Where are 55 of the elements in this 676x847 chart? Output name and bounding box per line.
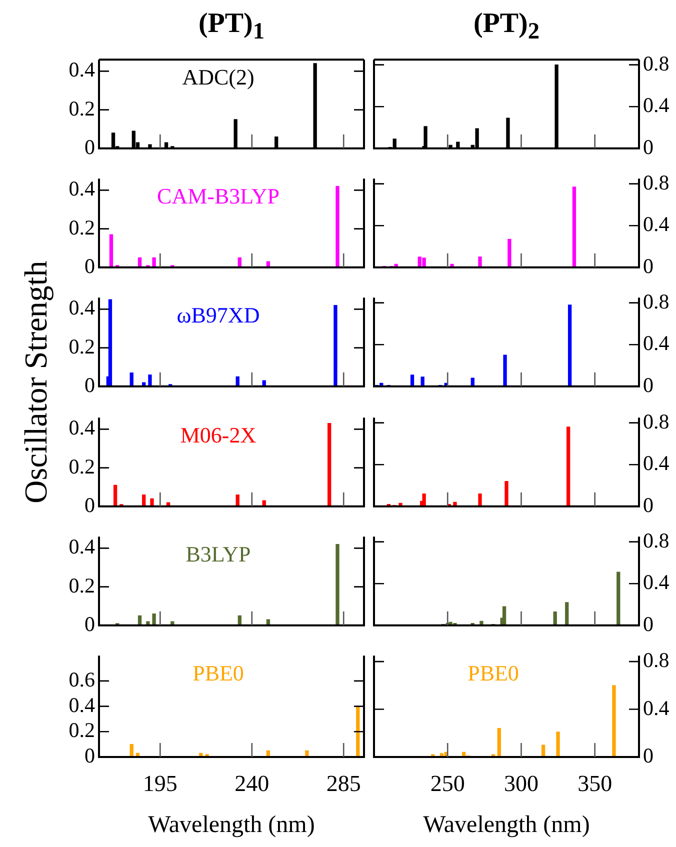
series-label: ADC(2) xyxy=(182,64,254,90)
y-tick-label: 0.4 xyxy=(68,58,96,82)
x-tick-label: 250 xyxy=(430,770,465,796)
y-tick-label: 0.4 xyxy=(643,93,670,118)
y-tick-label: 0.8 xyxy=(643,170,670,195)
y-tick-label: 0.4 xyxy=(68,415,96,440)
x-axis-title: Wavelength (nm) xyxy=(147,812,316,839)
y-tick-label: 0.8 xyxy=(643,51,670,76)
y-tick-label: 0.2 xyxy=(68,718,95,742)
y-tick-label: 0.4 xyxy=(68,176,96,201)
y-tick-label: 0 xyxy=(84,254,95,278)
x-tick-label: 300 xyxy=(504,770,538,796)
y-tick-label: 0 xyxy=(643,744,654,768)
y-tick-label: 0.4 xyxy=(643,212,670,236)
y-tick-label: 0.8 xyxy=(643,648,670,672)
y-tick-label: 0.8 xyxy=(643,290,670,314)
text: B3LYP xyxy=(186,541,251,566)
y-tick-label: 0.8 xyxy=(643,528,670,552)
y-tick-label: 0.2 xyxy=(68,334,95,359)
y-axis-title: Oscillator Strength xyxy=(18,260,54,504)
y-tick-label: 0 xyxy=(643,134,654,159)
x-tick-label: 195 xyxy=(142,770,178,796)
x-axis-title: Wavelength (nm) xyxy=(422,812,591,839)
chart-title: (PT)$_{2}$ xyxy=(472,8,541,46)
text: ωB97XD xyxy=(176,302,260,328)
y-tick-label: 0 xyxy=(84,373,95,398)
y-tick-label: 0.4 xyxy=(68,692,96,717)
y-tick-label: 0 xyxy=(643,373,654,398)
y-tick-label: 0.2 xyxy=(68,454,95,478)
y-tick-label: 0 xyxy=(84,744,95,768)
text: M06-2X xyxy=(180,422,256,447)
y-tick-label: 0.6 xyxy=(68,667,95,692)
text: PBE0 xyxy=(192,660,244,686)
x-tick-label: 350 xyxy=(578,770,612,796)
y-tick-label: 0.4 xyxy=(643,450,670,475)
x-tick-label: 285 xyxy=(326,770,361,796)
y-tick-label: 0.4 xyxy=(643,696,670,720)
y-tick-label: 0.2 xyxy=(68,215,95,240)
y-tick-label: 0.8 xyxy=(643,408,670,433)
y-tick-label: 0 xyxy=(643,254,654,278)
y-tick-label: 0.4 xyxy=(68,534,96,558)
y-tick-label: 0 xyxy=(84,612,95,636)
y-tick-label: 0 xyxy=(84,492,95,517)
x-tick-label: 240 xyxy=(234,770,270,796)
y-tick-label: 0 xyxy=(84,134,95,159)
y-tick-label: 0.2 xyxy=(68,96,95,120)
y-tick-label: 0 xyxy=(643,492,654,517)
y-tick-label: 0.4 xyxy=(68,296,96,320)
y-tick-label: 0 xyxy=(643,612,654,636)
chart-title: (PT)$_{1}$ xyxy=(197,8,266,46)
text: PBE0 xyxy=(468,660,519,686)
y-tick-label: 0.4 xyxy=(643,332,670,356)
text: CAM-B3LYP xyxy=(157,184,280,209)
y-tick-label: 0.4 xyxy=(643,570,670,594)
y-tick-label: 0.2 xyxy=(68,573,95,598)
